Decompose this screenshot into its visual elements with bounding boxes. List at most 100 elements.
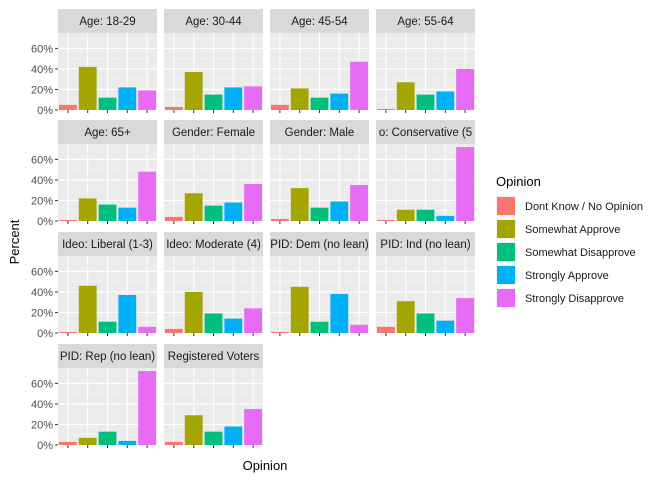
bar-somewhat-approve <box>184 415 203 445</box>
bar-somewhat-approve <box>396 301 415 333</box>
bar-dont-know-no-opinion <box>376 219 395 221</box>
bar-somewhat-disapprove <box>204 313 223 333</box>
legend-label: Somewhat Approve <box>525 224 620 236</box>
y-tick-label: 60% <box>31 378 53 390</box>
y-tick-label: 60% <box>31 266 53 278</box>
facet-strip <box>270 232 369 256</box>
bar-somewhat-approve <box>290 88 309 110</box>
legend-key <box>497 266 515 284</box>
legend-key <box>497 243 515 261</box>
facet-strip-label: Age: 65+ <box>84 127 131 139</box>
bar-somewhat-disapprove <box>98 321 117 333</box>
y-tick-label: 40% <box>31 287 53 299</box>
y-tick-label: 40% <box>31 175 53 187</box>
bar-dont-know-no-opinion <box>58 219 77 221</box>
bar-strongly-approve <box>436 320 455 333</box>
legend-key <box>497 289 515 307</box>
facet-strip-label: PID: Rep (no lean) <box>60 351 155 363</box>
y-axis-title: Percent <box>7 219 22 264</box>
y-tick-label: 20% <box>31 307 53 319</box>
bar-strongly-approve <box>436 215 455 221</box>
bar-strongly-approve <box>118 295 137 333</box>
facet-strip-label: Gender: Female <box>172 127 255 139</box>
bar-dont-know-no-opinion <box>270 104 289 110</box>
y-tick-label: 60% <box>31 154 53 166</box>
legend-title: Opinion <box>496 174 541 189</box>
bar-somewhat-disapprove <box>98 97 117 110</box>
facet-strip <box>58 232 157 256</box>
facet-strip-label: PID: Dem (no lean) <box>270 239 369 251</box>
facet-strip <box>164 344 263 368</box>
facet-strip-label: o: Conservative (5 <box>379 127 472 139</box>
facet-strip <box>376 232 475 256</box>
facet-strip-label: Registered Voters <box>168 351 260 363</box>
bar-strongly-disapprove <box>138 326 157 333</box>
bar-strongly-approve <box>224 202 243 221</box>
bar-somewhat-approve <box>184 193 203 221</box>
bar-strongly-disapprove <box>350 185 369 221</box>
bar-strongly-disapprove <box>244 184 263 221</box>
facet-strip <box>58 344 157 368</box>
bar-dont-know-no-opinion <box>376 326 395 333</box>
bar-somewhat-disapprove <box>204 94 223 110</box>
legend-label: Dont Know / No Opinion <box>525 201 643 213</box>
bar-somewhat-disapprove <box>416 313 435 333</box>
y-tick-label: 40% <box>31 64 53 76</box>
bar-dont-know-no-opinion <box>58 441 77 445</box>
bar-somewhat-approve <box>78 285 97 333</box>
bar-somewhat-disapprove <box>310 207 329 221</box>
y-tick-label: 20% <box>31 84 53 96</box>
bar-strongly-approve <box>436 91 455 110</box>
bar-strongly-approve <box>224 426 243 445</box>
bar-somewhat-approve <box>78 437 97 445</box>
bar-strongly-approve <box>118 87 137 110</box>
bar-dont-know-no-opinion <box>58 331 77 333</box>
bar-somewhat-disapprove <box>416 209 435 221</box>
facet-strip-label: Age: 45-54 <box>291 16 348 28</box>
facet-strip-label: Gender: Male <box>285 127 355 139</box>
facet-strip <box>58 9 157 33</box>
bar-strongly-disapprove <box>138 90 157 110</box>
bar-somewhat-approve <box>396 209 415 221</box>
bar-somewhat-disapprove <box>310 97 329 110</box>
facet-strip <box>376 120 475 144</box>
facet-strip-label: Ideo: Liberal (1-3) <box>62 239 153 251</box>
facet-strip <box>164 232 263 256</box>
bar-somewhat-disapprove <box>98 431 117 445</box>
bar-somewhat-disapprove <box>204 431 223 445</box>
bar-somewhat-approve <box>78 198 97 221</box>
bar-strongly-approve <box>330 93 349 110</box>
bar-strongly-disapprove <box>244 86 263 110</box>
bar-strongly-disapprove <box>456 147 475 221</box>
y-tick-label: 0% <box>37 328 53 340</box>
facet-strip-label: PID: Ind (no lean) <box>380 239 470 251</box>
bar-dont-know-no-opinion <box>376 108 395 110</box>
bar-strongly-approve <box>224 318 243 333</box>
facet-strip <box>270 120 369 144</box>
bar-strongly-disapprove <box>244 308 263 333</box>
bar-somewhat-approve <box>184 291 203 333</box>
y-tick-label: 0% <box>37 216 53 228</box>
legend-key <box>497 220 515 238</box>
facet-strip <box>376 9 475 33</box>
y-tick-label: 0% <box>37 105 53 117</box>
bar-dont-know-no-opinion <box>164 328 183 333</box>
bar-somewhat-disapprove <box>204 205 223 221</box>
bar-dont-know-no-opinion <box>164 216 183 221</box>
bar-dont-know-no-opinion <box>58 104 77 110</box>
bar-strongly-approve <box>224 87 243 110</box>
y-tick-label: 0% <box>37 440 53 452</box>
facet-strip-label: Age: 30-44 <box>185 16 242 28</box>
legend-label: Somewhat Disapprove <box>525 247 636 259</box>
bar-somewhat-approve <box>290 286 309 333</box>
bar-dont-know-no-opinion <box>270 331 289 333</box>
legend-key <box>497 197 515 215</box>
y-tick-label: 20% <box>31 195 53 207</box>
bar-somewhat-disapprove <box>310 321 329 333</box>
facet-strip <box>270 9 369 33</box>
bar-strongly-approve <box>330 201 349 221</box>
bar-dont-know-no-opinion <box>164 106 183 110</box>
bar-somewhat-approve <box>78 66 97 110</box>
legend-label: Strongly Approve <box>525 270 609 282</box>
